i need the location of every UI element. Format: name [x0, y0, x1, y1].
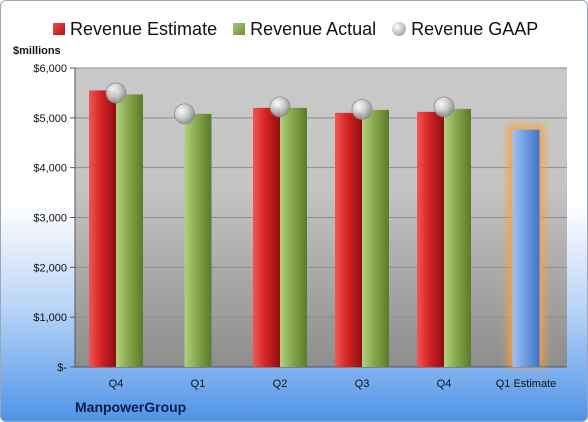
- legend-label-actual: Revenue Actual: [250, 18, 377, 39]
- x-tick-label: Q1 Estimate: [496, 378, 557, 390]
- y-tick-label: $4,000: [33, 163, 67, 175]
- legend-swatch-estimate: [53, 23, 65, 35]
- chart-legend: Revenue Estimate Revenue Actual Revenue …: [53, 18, 554, 40]
- x-tick-label: Q2: [273, 378, 288, 390]
- y-tick-label: $5,000: [33, 113, 67, 125]
- actual-bar: [280, 107, 307, 367]
- y-tick-label: $6,000: [33, 63, 67, 75]
- actual-bar: [444, 108, 471, 367]
- revenue-chart: $- $1,000 $2,000 $3,000 $4,000 $5,000 $6,000 Q4…: [33, 63, 567, 390]
- legend-item-gaap: Revenue GAAP: [392, 19, 538, 40]
- x-tick-label: Q1: [191, 378, 206, 390]
- y-tick-label: $-: [57, 362, 67, 374]
- forecast-bar: [512, 129, 540, 367]
- legend-swatch-actual: [233, 23, 246, 35]
- y-axis-unit-label: $millions: [13, 45, 61, 57]
- gaap-marker: [351, 98, 373, 120]
- legend-item-estimate: Revenue Estimate: [53, 19, 217, 40]
- estimate-bar: [89, 90, 116, 368]
- legend-item-actual: Revenue Actual: [233, 19, 376, 40]
- gaap-marker: [433, 96, 455, 118]
- legend-label-gaap: Revenue GAAP: [411, 18, 539, 39]
- estimate-bar: [417, 111, 444, 367]
- estimate-bar: [335, 112, 362, 367]
- y-tick-label: $1,000: [33, 312, 67, 324]
- x-tick-label: Q3: [355, 378, 370, 390]
- x-tick-label: Q4: [109, 378, 124, 390]
- gaap-marker: [269, 96, 291, 118]
- legend-swatch-gaap: [392, 22, 407, 36]
- gaap-marker: [174, 103, 195, 125]
- y-tick-label: $2,000: [33, 262, 67, 274]
- gaap-marker: [105, 82, 127, 104]
- x-tick-label: Q4: [437, 378, 452, 390]
- actual-bar: [184, 113, 212, 367]
- estimate-bar: [253, 107, 280, 367]
- company-name: ManpowerGroup: [75, 399, 187, 415]
- actual-bar: [116, 94, 143, 367]
- actual-bar: [362, 109, 389, 368]
- legend-label-estimate: Revenue Estimate: [70, 18, 218, 39]
- y-tick-label: $3,000: [33, 213, 67, 225]
